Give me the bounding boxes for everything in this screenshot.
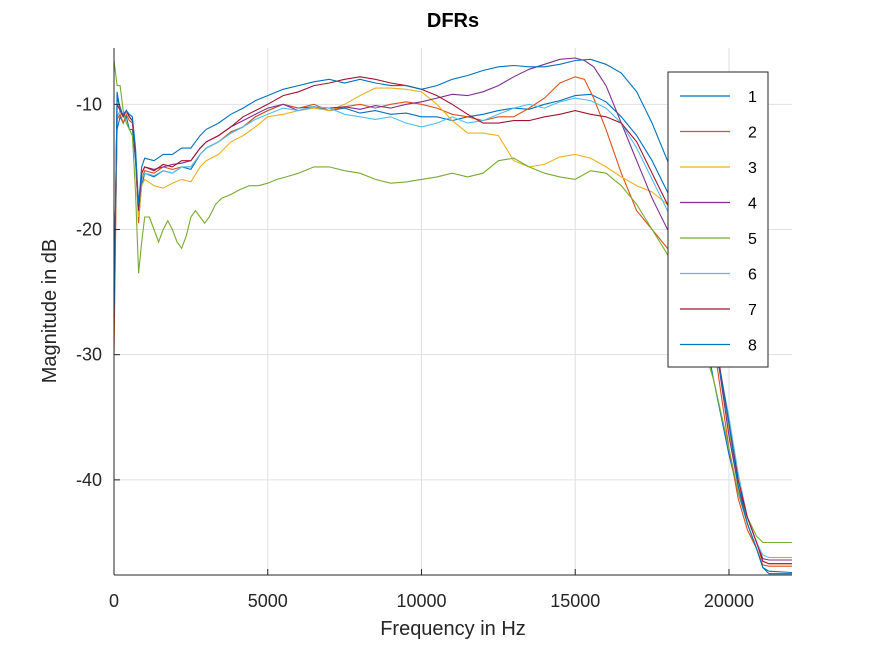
legend-label-8: 8 (748, 338, 757, 355)
y-tick-label: -10 (76, 94, 102, 114)
x-tick-label: 0 (109, 591, 119, 611)
x-tick-label: 15000 (550, 591, 600, 611)
legend-label-5: 5 (748, 231, 757, 248)
legend-box (667, 71, 769, 368)
y-tick-label: -30 (76, 345, 102, 365)
legend-label-1: 1 (748, 89, 757, 106)
x-tick-label: 5000 (248, 591, 288, 611)
y-axis-label: Magnitude in dB (39, 239, 61, 384)
y-tick-label: -40 (76, 470, 102, 490)
legend-label-4: 4 (748, 196, 757, 213)
legend: 1 2 3 4 5 6 7 8 (667, 71, 769, 368)
legend-label-3: 3 (748, 160, 757, 177)
x-tick-label: 10000 (396, 591, 446, 611)
y-tick-label: -20 (76, 220, 102, 240)
x-tick-label: 20000 (704, 591, 754, 611)
legend-label-2: 2 (748, 125, 757, 142)
series-line-5 (113, 60, 792, 544)
chart-title: DFRs (427, 10, 479, 32)
axes: 0 5000 10000 15000 20000 -40 -30 -20 -10 (76, 48, 792, 611)
x-axis-label: Frequency in Hz (380, 618, 526, 640)
legend-label-6: 6 (748, 267, 757, 284)
legend-label-7: 7 (748, 302, 757, 319)
